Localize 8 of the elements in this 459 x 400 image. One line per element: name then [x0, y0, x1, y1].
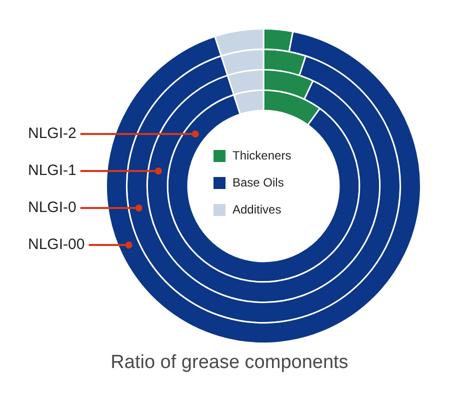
slice-label: NLGI-0 [28, 199, 76, 216]
legend-label: Base Oils [232, 175, 284, 190]
slice-label: NLGI-1 [28, 162, 76, 180]
legend-label: Thickeners [232, 148, 292, 162]
slice-label: NLGI-00 [28, 236, 85, 254]
slice-label: NLGI-2 [28, 125, 76, 142]
text: Ratio of grease components [110, 352, 350, 374]
legend-label: Additives [232, 202, 282, 216]
